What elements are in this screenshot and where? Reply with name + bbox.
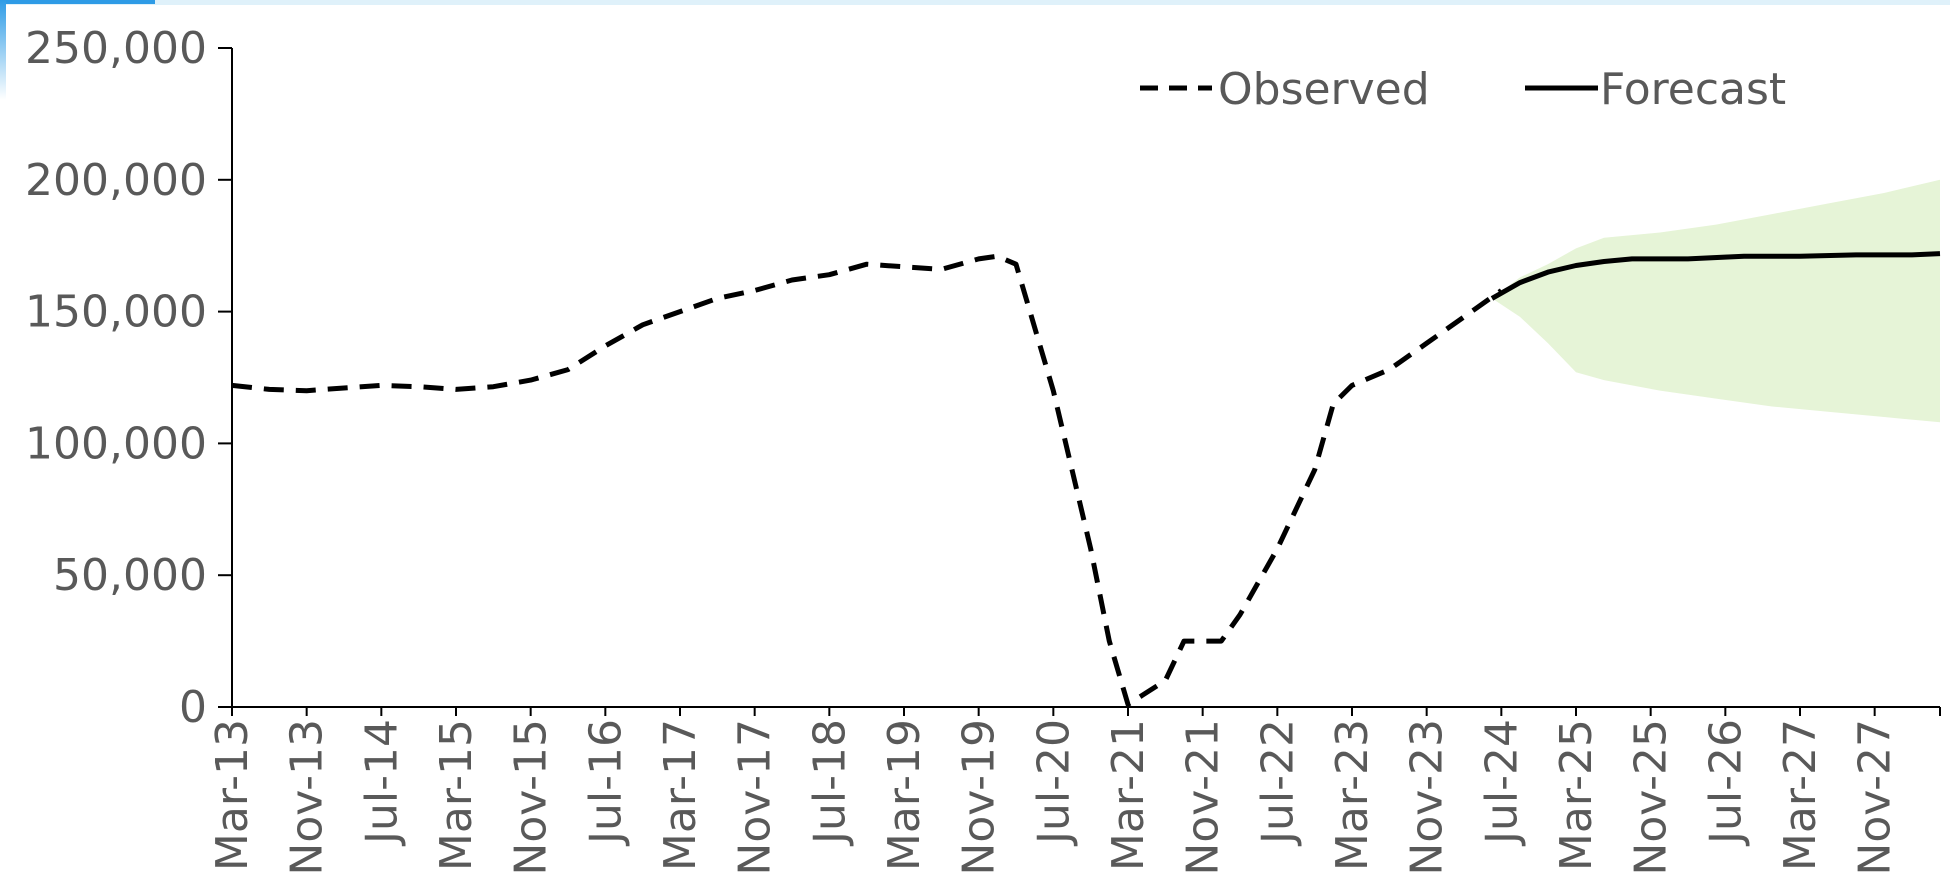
legend-observed-label: Observed [1218, 64, 1430, 115]
x-tick-label: Jul-24 [1476, 719, 1527, 847]
x-tick-label: Nov-19 [954, 719, 1005, 876]
corner-accent-side [0, 0, 6, 100]
x-tick-label: Jul-26 [1700, 719, 1751, 847]
x-tick-label: Mar-23 [1327, 719, 1378, 871]
series-forecast-line [1490, 251, 1941, 301]
series-layer [231, 251, 1941, 707]
y-tick-label: 250,000 [25, 23, 207, 74]
forecast-interval-layer [1492, 179, 1940, 423]
y-tick-label: 50,000 [53, 550, 207, 601]
x-tick-label: Jul-16 [580, 719, 631, 847]
x-tick-label: Nov-21 [1178, 719, 1229, 876]
x-tick-label: Nov-15 [506, 719, 557, 876]
x-tick-label: Nov-23 [1402, 719, 1453, 876]
y-tick-label: 0 [179, 682, 207, 733]
corner-accent-top [0, 0, 155, 4]
x-tick-label: Mar-13 [207, 719, 258, 871]
x-tick-label: Jul-22 [1252, 719, 1303, 847]
y-tick-label: 200,000 [25, 155, 207, 206]
legend-forecast-label: Forecast [1600, 64, 1786, 115]
x-tick-label: Nov-13 [282, 719, 333, 876]
legend: Observed Forecast [1140, 64, 1786, 115]
axes: 0 50,000 100,000 150,000 200,000 250,000 Mar-1… [25, 23, 1941, 876]
series-observed-line [231, 253, 1503, 707]
x-tick-label: Mar-21 [1103, 719, 1154, 871]
x-tick-label: Mar-17 [655, 719, 706, 871]
x-tick-label: Nov-27 [1850, 719, 1901, 876]
x-tick-label: Mar-25 [1551, 719, 1602, 871]
x-tick-label: Mar-15 [431, 719, 482, 871]
x-tick-label: Nov-17 [730, 719, 781, 876]
x-tick-label: Mar-19 [879, 719, 930, 871]
y-tick-label: 100,000 [25, 418, 207, 469]
x-tick-label: Jul-18 [804, 719, 855, 847]
top-accent-bar [0, 0, 1950, 5]
forecast-interval-band [1492, 179, 1940, 423]
x-tick-label: Nov-25 [1626, 719, 1677, 876]
x-tick-label: Jul-20 [1028, 719, 1079, 847]
x-tick-label: Mar-27 [1775, 719, 1826, 871]
x-tick-label: Jul-14 [356, 719, 407, 847]
y-tick-label: 150,000 [25, 287, 207, 338]
